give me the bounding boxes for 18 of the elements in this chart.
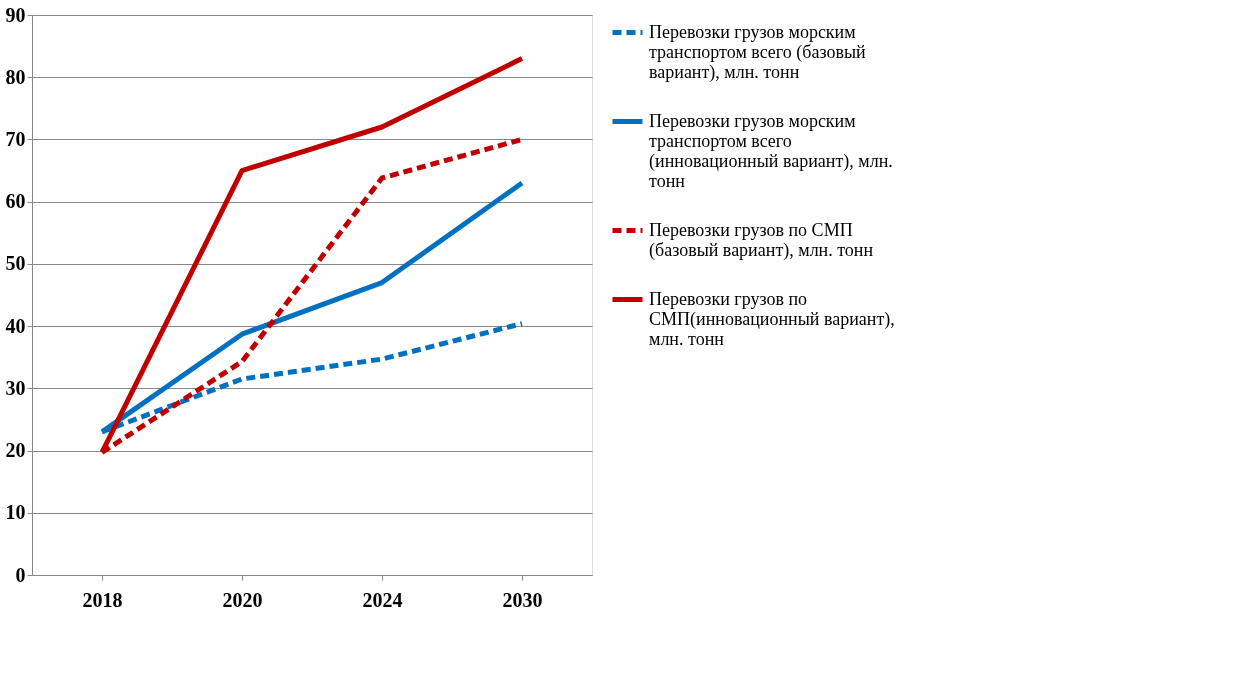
y-tick-label: 40 — [5, 314, 26, 337]
legend-label: Перевозки грузов по СМП (базовый вариант), млн. тонн — [649, 219, 874, 261]
x-tick-label: 2030 — [502, 588, 543, 611]
legend-label: Перевозки грузов по СМП(инновационный вариант), млн. тонн — [649, 288, 895, 349]
y-tick-label: 70 — [5, 127, 26, 150]
y-tick-label: 50 — [5, 252, 26, 275]
y-tick-label: 90 — [5, 3, 26, 26]
x-tick-label: 2020 — [222, 588, 263, 611]
legend-label: Перевозки грузов морским транспортом всего (инновационный вариант), млн. тонн — [649, 110, 893, 191]
x-tick-label: 2024 — [362, 588, 403, 611]
y-tick-label: 60 — [5, 190, 26, 213]
y-tick-label: 0 — [15, 563, 26, 586]
x-tick-label: 2018 — [82, 588, 123, 611]
legend-label: Перевозки грузов морским транспортом всего (базовый вариант), млн. тонн — [649, 21, 867, 83]
y-tick-label: 80 — [5, 65, 26, 88]
y-tick-label: 30 — [5, 376, 26, 399]
y-tick-label: 20 — [5, 439, 26, 462]
y-tick-label: 10 — [5, 501, 26, 524]
